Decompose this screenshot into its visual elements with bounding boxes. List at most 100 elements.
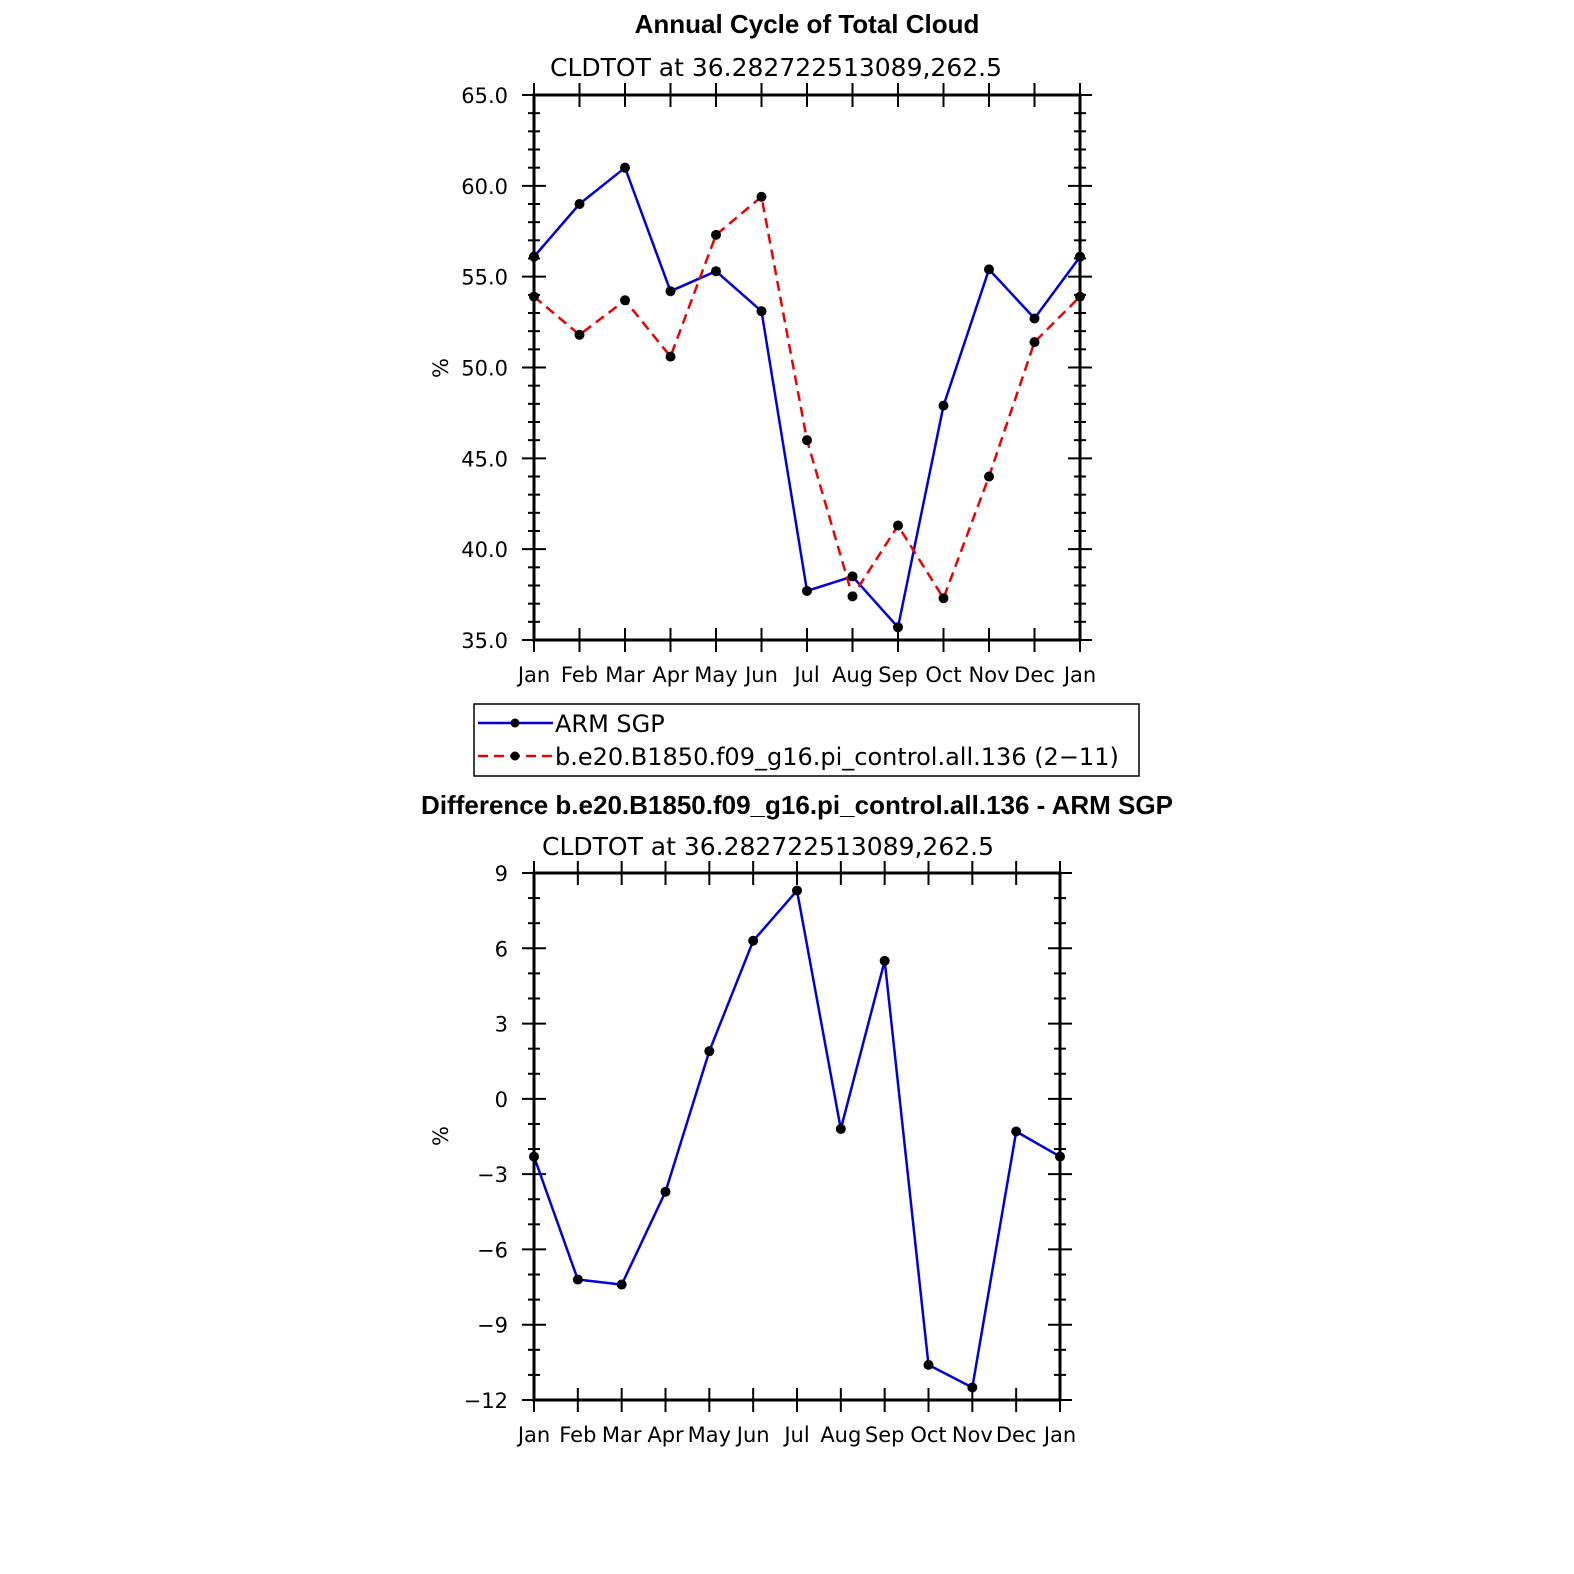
data-point: [711, 229, 721, 240]
x-tick-label: Jun: [743, 663, 778, 687]
x-tick-label: Mar: [602, 1423, 642, 1447]
tick-group: −12 −9 −6 −3 0 3 6 9 Jan Feb Mar Apr May Jun Jul Aug Sep…: [464, 861, 1076, 1447]
data-point: [847, 591, 858, 602]
data-point: [802, 435, 812, 446]
chart-title: Annual Cycle of Total Cloud: [635, 9, 980, 39]
data-point: [893, 520, 903, 531]
x-tick-label: Apr: [652, 663, 689, 687]
x-tick-label: Jan: [516, 1423, 550, 1447]
x-tick-label: Sep: [865, 1423, 905, 1447]
series-line-0: [533, 166, 1082, 629]
y-tick-label: −6: [477, 1238, 508, 1262]
y-tick-label: 55.0: [461, 266, 508, 290]
data-point: [620, 295, 630, 306]
legend-marker-model: [510, 751, 520, 761]
y-tick-label: 45.0: [461, 447, 508, 471]
y-tick-label: 3: [495, 1013, 508, 1037]
y-tick-label: −9: [477, 1314, 508, 1338]
chart-subtitle: CLDTOT at 36.282722513089,262.5: [542, 832, 994, 861]
data-point: [620, 162, 630, 173]
data-point: [704, 1046, 715, 1057]
x-tick-label: May: [694, 663, 737, 687]
data-point: [1011, 1126, 1022, 1137]
y-tick-label: 9: [495, 862, 508, 886]
y-tick-label: 0: [495, 1088, 508, 1112]
data-point: [756, 306, 767, 317]
x-tick-label: Jul: [782, 1423, 809, 1447]
x-tick-label: Jun: [735, 1423, 770, 1447]
series-line-1: [533, 195, 1081, 600]
data-point: [574, 199, 585, 209]
x-tick-label: Sep: [878, 663, 918, 687]
data-point: [574, 329, 585, 340]
legend-item-model: b.e20.B1850.f09_g16.pi_control.all.136 (…: [478, 743, 1119, 771]
data-point: [1029, 337, 1040, 348]
data-point: [879, 955, 890, 966]
x-tick-label: Nov: [952, 1423, 993, 1447]
annual-cycle-chart: Annual Cycle of Total Cloud CLDTOT at 36…: [429, 9, 1096, 687]
y-tick-label: 50.0: [461, 357, 508, 381]
x-tick-label: Dec: [996, 1423, 1037, 1447]
x-tick-label: Nov: [969, 663, 1010, 687]
x-tick-label: May: [688, 1423, 731, 1447]
y-tick-label: 6: [495, 937, 508, 961]
x-tick-label: Feb: [561, 663, 598, 687]
legend-label-model: b.e20.B1850.f09_g16.pi_control.all.136 (…: [555, 743, 1119, 771]
y-tick-label: 35.0: [461, 629, 508, 653]
data-point: [835, 1123, 846, 1134]
y-axis-label: %: [429, 358, 453, 378]
tick-group: 35.0 40.0 45.0 50.0 55.0 60.0 65.0 Jan Feb Mar Apr…: [461, 83, 1096, 687]
legend-item-arm-sgp: ARM SGP: [478, 710, 665, 738]
x-tick-label: Jan: [1042, 1423, 1076, 1447]
x-tick-label: Oct: [925, 663, 961, 687]
data-point: [847, 571, 858, 582]
difference-chart: Difference b.e20.B1850.f09_g16.pi_contro…: [421, 790, 1173, 1447]
x-tick-label: Mar: [605, 663, 645, 687]
plot-frame: [532, 871, 1062, 1402]
data-point: [893, 622, 903, 633]
series-group: [529, 885, 1065, 1393]
data-point: [984, 264, 994, 275]
data-point: [938, 593, 949, 604]
y-tick-label: 40.0: [461, 538, 508, 562]
data-point: [660, 1186, 671, 1197]
chart-subtitle: CLDTOT at 36.282722513089,262.5: [550, 53, 1002, 82]
data-point: [572, 1274, 583, 1285]
data-point: [938, 400, 949, 411]
legend-marker-arm-sgp: [510, 718, 520, 728]
data-point: [711, 266, 721, 277]
x-tick-label: Apr: [647, 1423, 684, 1447]
y-tick-label: 65.0: [461, 84, 508, 108]
data-point: [616, 1279, 627, 1290]
x-tick-label: Jan: [516, 663, 550, 687]
legend: ARM SGP b.e20.B1850.f09_g16.pi_control.a…: [473, 703, 1140, 777]
data-point: [967, 1382, 978, 1393]
legend-label-arm-sgp: ARM SGP: [555, 710, 665, 738]
x-tick-label: Jul: [792, 663, 819, 687]
legend-box: [473, 703, 1140, 777]
data-point: [802, 585, 812, 596]
series-line-0: [532, 889, 1061, 1389]
x-tick-label: Jan: [1062, 663, 1096, 687]
data-point: [792, 885, 802, 896]
y-axis-label: %: [429, 1126, 453, 1146]
data-point: [923, 1359, 934, 1370]
data-point: [665, 286, 676, 297]
data-point: [984, 471, 994, 482]
x-tick-label: Dec: [1014, 663, 1055, 687]
x-tick-label: Feb: [559, 1423, 596, 1447]
series-group: [529, 162, 1085, 633]
y-tick-label: −12: [464, 1389, 508, 1413]
x-tick-label: Aug: [820, 1423, 861, 1447]
data-point: [756, 191, 767, 202]
x-tick-label: Oct: [910, 1423, 946, 1447]
data-point: [1029, 313, 1040, 324]
x-tick-label: Aug: [832, 663, 873, 687]
y-tick-label: −3: [477, 1163, 508, 1187]
chart-title: Difference b.e20.B1850.f09_g16.pi_contro…: [421, 790, 1173, 820]
data-point: [665, 351, 676, 362]
data-point: [748, 935, 759, 946]
y-tick-label: 60.0: [461, 175, 508, 199]
plot-frame: [532, 93, 1082, 642]
